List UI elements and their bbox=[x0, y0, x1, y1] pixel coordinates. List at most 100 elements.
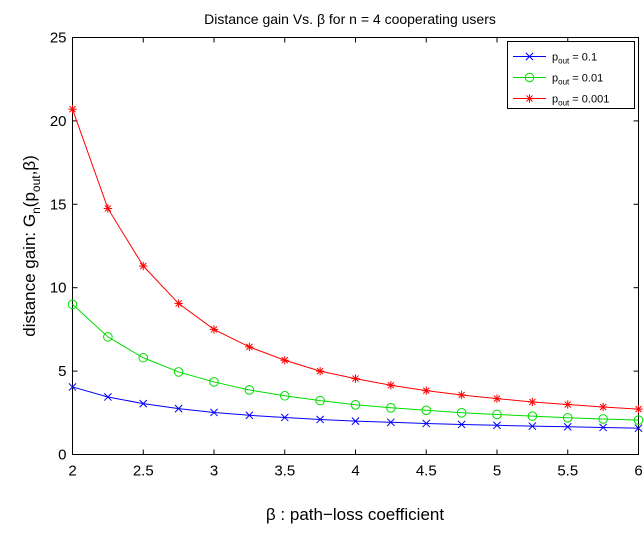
marker-circle bbox=[562, 413, 573, 423]
marker-stroke bbox=[386, 418, 395, 427]
x-tick-label: 3.5 bbox=[274, 463, 295, 480]
axis-ticks: 2 2.5 3 3.5 4 4.5 5 5.5 6 0 5 10 15 20 25 bbox=[50, 30, 643, 480]
data-point bbox=[351, 374, 360, 383]
data-point bbox=[421, 405, 432, 416]
data-point bbox=[245, 411, 254, 420]
series-0 bbox=[68, 382, 643, 433]
legend-label: pout = 0.01 bbox=[552, 73, 603, 87]
marker-stroke bbox=[563, 422, 572, 431]
marker-circle bbox=[633, 415, 644, 425]
data-point bbox=[68, 382, 77, 391]
data-point bbox=[633, 415, 644, 425]
legend-label-sub: out bbox=[558, 78, 570, 87]
marker-stroke bbox=[457, 420, 466, 429]
data-point bbox=[634, 404, 643, 414]
marker-stroke bbox=[526, 95, 533, 102]
data-point bbox=[68, 105, 77, 114]
marker-circle bbox=[138, 352, 149, 363]
legend-label-value: = 0.001 bbox=[569, 94, 609, 106]
data-point bbox=[456, 408, 467, 418]
marker-stroke bbox=[316, 367, 324, 375]
legend-label: pout = 0.001 bbox=[552, 94, 609, 108]
marker-stroke bbox=[634, 424, 643, 433]
x-tick-label: 2.5 bbox=[133, 463, 154, 480]
data-point bbox=[173, 367, 184, 377]
data-point bbox=[598, 414, 608, 424]
data-point bbox=[280, 413, 289, 422]
data-point bbox=[67, 299, 78, 310]
data-point bbox=[598, 402, 608, 412]
data-point bbox=[139, 399, 148, 408]
chart-title-prefix: Distance gain Vs. bbox=[204, 11, 317, 27]
marker-stroke bbox=[599, 403, 607, 411]
x-tick-label: 4.5 bbox=[416, 463, 437, 480]
legend-label-sub: out bbox=[558, 57, 570, 66]
legend-label-value: = 0.01 bbox=[569, 73, 603, 85]
marker-circle bbox=[350, 399, 361, 410]
data-point bbox=[457, 390, 466, 400]
data-point bbox=[528, 397, 537, 407]
x-tick-label: 4 bbox=[351, 463, 359, 480]
marker-circle bbox=[315, 395, 325, 406]
data-point bbox=[244, 385, 255, 395]
y-tick-label: 25 bbox=[50, 30, 67, 47]
marker-stroke bbox=[528, 422, 537, 431]
data-point bbox=[315, 395, 325, 406]
legend-label-base: p bbox=[552, 94, 558, 106]
legend-marker bbox=[525, 52, 534, 61]
series-2 bbox=[68, 105, 643, 414]
data-point bbox=[209, 325, 219, 334]
data-point bbox=[209, 377, 219, 387]
marker-circle bbox=[456, 408, 467, 418]
marker-stroke bbox=[387, 381, 395, 389]
marker-circle bbox=[209, 377, 219, 387]
marker-stroke bbox=[599, 423, 608, 432]
legend-marker bbox=[525, 94, 534, 103]
data-point bbox=[103, 332, 113, 342]
marker-stroke bbox=[351, 417, 360, 426]
x-tick-label: 3 bbox=[210, 463, 218, 480]
data-point bbox=[493, 421, 501, 430]
data-point bbox=[563, 422, 572, 431]
y-label-sub-n: n bbox=[29, 207, 43, 214]
series-line-1 bbox=[72, 304, 639, 421]
marker-circle bbox=[103, 332, 113, 342]
marker-circle bbox=[244, 385, 255, 395]
marker-stroke bbox=[422, 419, 431, 428]
marker-stroke bbox=[422, 387, 430, 394]
data-point bbox=[174, 404, 183, 413]
y-label-main: distance gain: G bbox=[20, 214, 39, 337]
marker-stroke bbox=[316, 415, 325, 424]
marker-stroke bbox=[564, 401, 572, 408]
marker-circle bbox=[527, 411, 538, 421]
legend-item-2: pout = 0.001 bbox=[513, 94, 609, 108]
data-point bbox=[386, 381, 396, 390]
chart-title: Distance gain Vs. β for n = 4 cooperatin… bbox=[204, 11, 496, 27]
marker-circle bbox=[421, 405, 432, 416]
marker-stroke bbox=[281, 356, 289, 364]
marker-stroke bbox=[352, 375, 359, 382]
data-point bbox=[174, 299, 183, 308]
data-point bbox=[492, 409, 502, 420]
data-point bbox=[562, 413, 573, 423]
marker-circle bbox=[173, 367, 184, 377]
data-point bbox=[599, 423, 608, 432]
marker-stroke bbox=[525, 52, 534, 61]
marker-stroke bbox=[104, 205, 112, 212]
marker-circle bbox=[524, 72, 535, 83]
legend-label: pout = 0.1 bbox=[552, 52, 597, 66]
marker-stroke bbox=[175, 300, 183, 307]
marker-circle bbox=[279, 390, 290, 401]
data-point bbox=[103, 393, 112, 401]
marker-circle bbox=[67, 299, 78, 310]
marker-stroke bbox=[245, 343, 253, 351]
data-point bbox=[457, 420, 466, 429]
series-layer bbox=[67, 105, 644, 433]
marker-stroke bbox=[103, 393, 112, 401]
data-point bbox=[138, 352, 149, 363]
y-label-sub-out: out bbox=[29, 175, 43, 192]
legend-item-0: pout = 0.1 bbox=[513, 52, 597, 66]
data-point bbox=[279, 390, 290, 401]
